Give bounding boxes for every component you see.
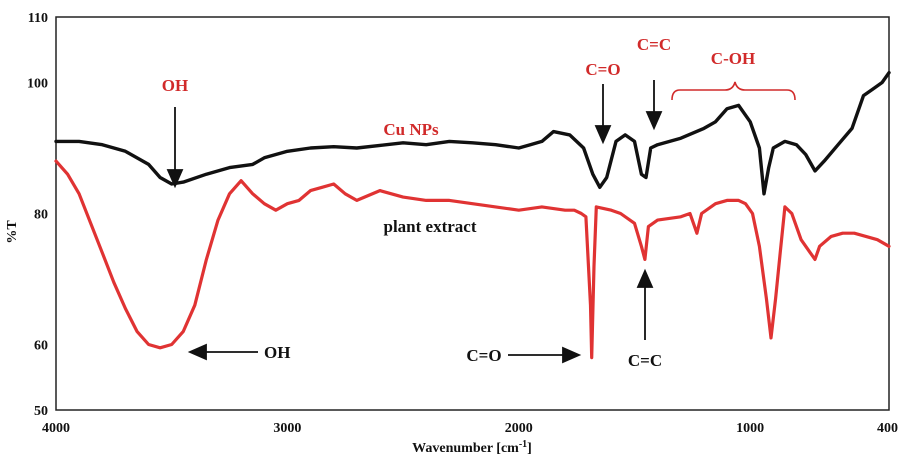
series-group [54,71,891,360]
annotation-arrows [166,80,663,364]
oh-bottom-label: OH [264,343,290,362]
y-tick-label: 60 [34,339,48,354]
co-top-arrowhead [594,125,612,145]
co-top-label: C=O [585,60,620,79]
co-bottom-arrowhead [562,346,582,364]
y-tick-label: 50 [34,404,48,419]
y-tick-label: 110 [28,11,48,26]
co-bottom-label: C=O [466,346,501,365]
y-axis-title: %T [5,220,20,244]
c-oh-label: C-OH [711,49,755,68]
x-tick-label: 4000 [42,421,70,436]
y-tick-label: 80 [34,208,48,223]
series-label-cu-nps: Cu NPs [383,120,439,139]
x-tick-label: 1000 [736,421,764,436]
x-tick-label: 400 [877,421,898,436]
oh-top-label: OH [162,76,188,95]
plot-frame [55,16,890,411]
x-tick-label: 2000 [505,421,533,436]
c-oh-bracket [671,81,796,101]
oh-bottom-arrowhead [187,343,207,361]
x-axis-title: Wavenumber [cm-1] [412,439,532,456]
cc-bottom-arrowhead [636,268,654,288]
cc-top-label: C=C [637,35,671,54]
y-tick-label: 100 [27,77,48,92]
x-tick-label: 3000 [273,421,301,436]
oh-top-arrowhead [166,169,184,189]
cc-bottom-label: C=C [628,351,662,370]
tick-labels: 4000 3000 2000 1000 400 50 60 80 100 110 [27,11,898,436]
series-line-cu-nps [54,71,891,196]
series-label-plant-extract: plant extract [383,217,476,236]
cc-top-arrowhead [645,111,663,131]
series-line-plant-extract [54,159,891,360]
